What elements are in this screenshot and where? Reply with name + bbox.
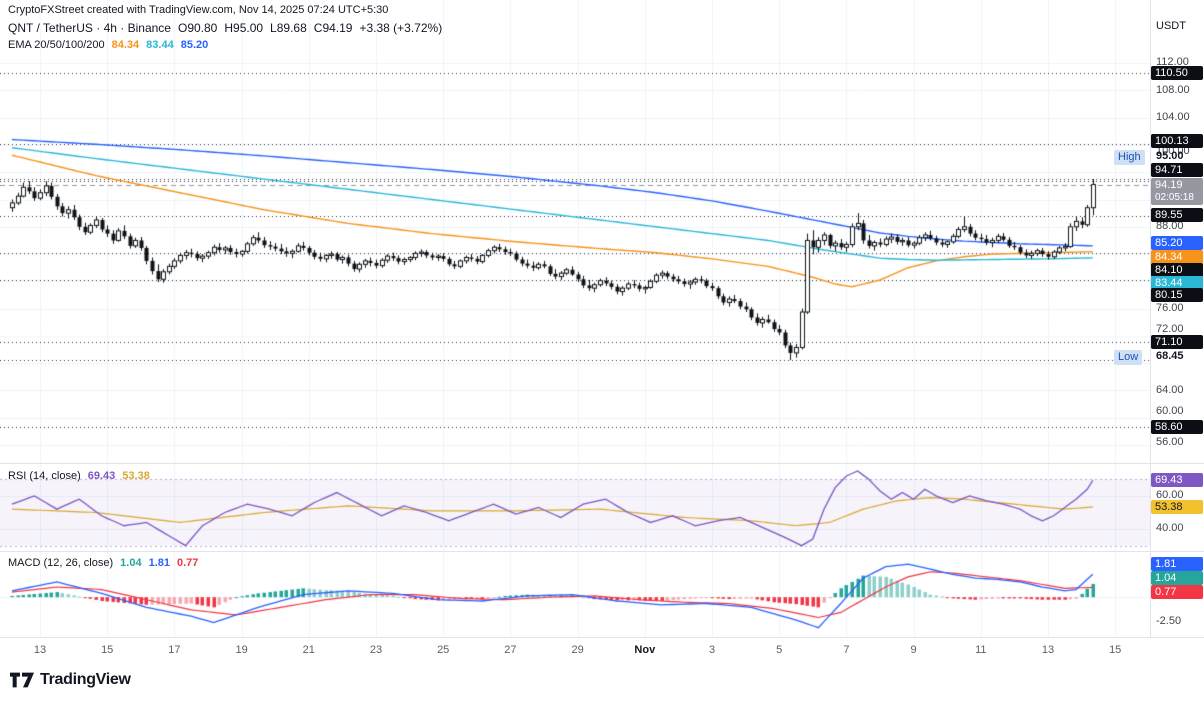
price-badge: 100.13 xyxy=(1151,134,1203,148)
high-pill: High xyxy=(1114,150,1145,165)
ohlc-value: H95.00 xyxy=(224,21,264,35)
quote-currency-label: USDT xyxy=(1156,20,1186,32)
price-badge: 71.10 xyxy=(1151,335,1203,349)
axis-tick-label: 108.00 xyxy=(1156,84,1190,96)
time-axis-label: 23 xyxy=(369,644,383,656)
price-badge: 58.60 xyxy=(1151,420,1203,434)
axis-tick-label: 104.00 xyxy=(1156,111,1190,123)
ohlc-value: C94.19 xyxy=(313,21,353,35)
time-axis-label: 3 xyxy=(708,644,716,656)
price-badge: 84.10 xyxy=(1151,263,1203,277)
time-axis-label: 5 xyxy=(776,644,783,656)
axis-tick-label: 76.00 xyxy=(1156,302,1184,314)
time-axis-label: 17 xyxy=(168,644,181,656)
price-badge: 84.34 xyxy=(1151,250,1203,264)
axis-highlow-value: 95.00 xyxy=(1156,150,1184,162)
price-badge: 69.43 xyxy=(1151,473,1203,487)
rsi-values: 69.43 53.38 xyxy=(81,470,150,482)
time-axis-label: 27 xyxy=(504,644,517,656)
time-axis-label: 13 xyxy=(1041,644,1055,656)
legend-value: 1.04 xyxy=(120,557,142,569)
price-badge: 89.55 xyxy=(1151,208,1203,222)
legend-value: 53.38 xyxy=(122,470,150,482)
axis-highlow-value: 68.45 xyxy=(1156,350,1184,362)
axis-tick-label: 40.00 xyxy=(1156,522,1184,534)
axis-tick-label: 60.00 xyxy=(1156,405,1184,417)
price-badge: 110.50 xyxy=(1151,66,1203,80)
time-axis-label: 15 xyxy=(1109,644,1122,656)
tradingview-logo-text: TradingView xyxy=(40,671,131,688)
current-price-badge: 94.19 02:05:18 xyxy=(1151,178,1203,205)
legend-value: 1.81 xyxy=(148,557,170,569)
price-badge: 1.04 xyxy=(1151,571,1203,585)
ohlc-value: L89.68 xyxy=(270,21,307,35)
price-chart-canvas[interactable] xyxy=(0,0,1150,640)
ohlc-value: O90.80 xyxy=(177,21,218,35)
axis-tick-label: 56.00 xyxy=(1156,436,1184,448)
macd-legend: MACD (12, 26, close) 1.04 1.81 0.77 xyxy=(8,557,198,569)
macd-values: 1.04 1.81 0.77 xyxy=(113,557,198,569)
tradingview-logo[interactable]: TradingView xyxy=(10,671,131,689)
time-axis-label: 29 xyxy=(571,644,584,656)
ema-values: 84.34 83.44 85.20 xyxy=(105,39,209,51)
price-badge: 1.81 xyxy=(1151,557,1203,571)
ema-legend: EMA 20/50/100/200 84.34 83.44 85.20 xyxy=(8,39,208,51)
price-badge: 85.20 xyxy=(1151,236,1203,250)
axis-tick-label: -2.50 xyxy=(1156,615,1182,627)
time-axis-label: 15 xyxy=(101,644,114,656)
price-badge: 80.15 xyxy=(1151,288,1203,302)
legend-value: 84.34 xyxy=(111,39,140,51)
price-scale[interactable]: 112.00 108.00 104.00 100.00 88.00 76.00 72.00 6… xyxy=(1150,0,1204,463)
attribution-text: CryptoFXStreet created with TradingView.… xyxy=(8,4,389,16)
axis-tick-label: 72.00 xyxy=(1156,323,1184,335)
low-pill: Low xyxy=(1114,350,1143,365)
panel-separator xyxy=(0,637,1204,638)
panel-separator[interactable] xyxy=(0,551,1204,552)
change-value: +3.38 (+3.72%) xyxy=(359,21,443,35)
legend-value: 85.20 xyxy=(180,39,209,51)
time-axis-label: 21 xyxy=(302,644,315,656)
time-axis-label: 11 xyxy=(975,644,987,656)
time-axis-label: 25 xyxy=(437,644,450,656)
axis-tick-label: 112.00 xyxy=(1156,56,1189,68)
macd-scale[interactable]: -2.50 1.81 1.04 0.77 xyxy=(1150,551,1204,637)
axis-tick-label: 64.00 xyxy=(1156,384,1184,396)
time-axis-label: 9 xyxy=(910,644,917,656)
time-axis-label: Nov xyxy=(634,644,656,656)
axis-tick-label: 100.00 xyxy=(1156,145,1190,157)
rsi-scale[interactable]: 60.00 40.00 69.43 53.38 xyxy=(1150,463,1204,551)
ohlc-values: O90.80 H95.00 L89.68 C94.19 xyxy=(171,21,353,35)
symbol-legend: QNT / TetherUS · 4h · Binance O90.80 H95.0… xyxy=(8,21,442,35)
price-scale-border xyxy=(1150,0,1151,637)
legend-value: 0.77 xyxy=(177,557,199,569)
legend-value: 69.43 xyxy=(87,470,116,482)
price-badge: 53.38 xyxy=(1151,500,1203,514)
ema-legend-title[interactable]: EMA 20/50/100/200 xyxy=(8,39,105,51)
panel-separator[interactable] xyxy=(0,463,1204,464)
rsi-legend-title[interactable]: RSI (14, close) xyxy=(8,470,81,482)
symbol-title[interactable]: QNT / TetherUS · 4h · Binance xyxy=(8,21,171,35)
legend-value: 83.44 xyxy=(146,39,174,51)
tradingview-logo-icon xyxy=(10,672,34,688)
rsi-legend: RSI (14, close) 69.43 53.38 xyxy=(8,470,150,482)
time-axis-label: 13 xyxy=(33,644,47,656)
time-axis-label: 7 xyxy=(843,644,850,656)
macd-legend-title[interactable]: MACD (12, 26, close) xyxy=(8,557,114,569)
price-badge: 83.44 xyxy=(1151,276,1203,290)
bar-countdown: 02:05:18 xyxy=(1155,192,1194,203)
axis-tick-label: 88.00 xyxy=(1156,220,1184,232)
time-axis-label: 19 xyxy=(235,644,248,656)
price-badge: 94.71 xyxy=(1151,163,1203,177)
time-axis[interactable]: 13 15 17 19 21 23 25 27 29 Nov 3 5 7 9 11 13 15 xyxy=(0,638,1204,664)
axis-tick-label: 60.00 xyxy=(1156,489,1184,501)
price-badge: 0.77 xyxy=(1151,585,1203,599)
